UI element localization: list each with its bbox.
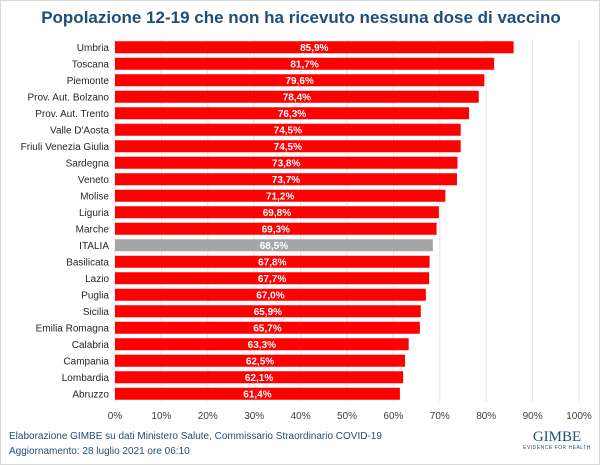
- logo-name: GIMBE: [532, 429, 582, 445]
- bar: [115, 90, 479, 103]
- x-tick-label: 100%: [566, 411, 592, 422]
- gimbe-logo: GIMBE EVIDENCE FOR HEALTH: [521, 429, 593, 452]
- data-label: 67,0%: [256, 290, 284, 301]
- bar: [115, 354, 405, 367]
- update-note: Aggiornamento: 28 luglio 2021 ore 06:10: [9, 446, 190, 457]
- bar: [115, 222, 437, 235]
- category-label: Sardegna: [66, 158, 110, 169]
- data-label: 79,6%: [285, 76, 313, 87]
- x-tick-label: 30%: [244, 411, 264, 422]
- data-label: 65,7%: [253, 323, 281, 334]
- bar: [115, 371, 404, 384]
- data-label: 67,8%: [258, 257, 286, 268]
- data-label: 69,3%: [262, 224, 290, 235]
- data-label: 62,5%: [246, 356, 274, 367]
- bar: [115, 57, 495, 70]
- data-label: 74,5%: [274, 125, 302, 136]
- category-label: Friuli Venezia Giulia: [21, 142, 110, 153]
- x-tick-label: 90%: [523, 411, 543, 422]
- category-label: Puglia: [81, 290, 109, 301]
- bar: [115, 255, 430, 268]
- category-label: Umbria: [77, 43, 110, 54]
- bar: [115, 272, 430, 285]
- category-label: Calabria: [72, 340, 110, 351]
- bar: [115, 338, 409, 351]
- bar-chart: 0% 10% 20% 30% 40% 50% 60% 70% 80% 90% 100% Umbria 8…: [21, 39, 592, 422]
- bar: [115, 387, 400, 400]
- x-tick-label: 50%: [337, 411, 357, 422]
- category-label: Emilia Romagna: [36, 323, 110, 334]
- bar: [115, 239, 433, 252]
- data-label: 71,2%: [266, 191, 294, 202]
- data-label: 85,9%: [300, 43, 328, 54]
- data-label: 63,3%: [248, 340, 276, 351]
- bar: [115, 140, 461, 153]
- category-label: Piemonte: [67, 76, 110, 87]
- data-label: 62,1%: [245, 373, 273, 384]
- x-tick-label: 10%: [151, 411, 171, 422]
- bar: [115, 74, 485, 87]
- category-label: Marche: [76, 224, 110, 235]
- x-tick-label: 80%: [476, 411, 496, 422]
- data-label: 69,8%: [263, 208, 291, 219]
- logo-tagline: EVIDENCE FOR HEALTH: [523, 445, 591, 451]
- category-label: Abruzzo: [72, 389, 109, 400]
- bar: [115, 156, 458, 169]
- bar: [115, 173, 457, 186]
- data-label: 81,7%: [290, 59, 318, 70]
- category-label: Valle D'Aosta: [50, 125, 109, 136]
- category-label: Sicilia: [83, 307, 110, 318]
- category-label: Molise: [80, 191, 109, 202]
- bar: [115, 321, 420, 334]
- category-label: Prov. Aut. Trento: [35, 109, 109, 120]
- data-label: 78,4%: [283, 92, 311, 103]
- data-label: 68,5%: [260, 241, 288, 252]
- x-tick-label: 0%: [108, 411, 123, 422]
- data-label: 73,7%: [272, 175, 300, 186]
- category-label: Toscana: [72, 59, 110, 70]
- bar: [115, 123, 461, 136]
- x-tick-label: 40%: [291, 411, 311, 422]
- data-label: 61,4%: [243, 389, 271, 400]
- data-label: 74,5%: [274, 142, 302, 153]
- chart-title: Popolazione 12-19 che non ha ricevuto ne…: [41, 8, 561, 27]
- category-label: Lombardia: [62, 373, 110, 384]
- category-label: Veneto: [78, 175, 110, 186]
- category-label: Lazio: [85, 274, 109, 285]
- data-label: 76,3%: [278, 109, 306, 120]
- bar: [115, 189, 446, 202]
- category-label: Basilicata: [66, 257, 109, 268]
- bar: [115, 107, 470, 120]
- category-label: ITALIA: [79, 241, 109, 252]
- x-tick-label: 20%: [198, 411, 218, 422]
- bar: [115, 206, 439, 219]
- category-label: Prov. Aut. Bolzano: [27, 92, 109, 103]
- bar: [115, 305, 421, 318]
- source-note: Elaborazione GIMBE su dati Ministero Sal…: [9, 431, 382, 442]
- x-tick-label: 60%: [383, 411, 403, 422]
- data-label: 65,9%: [254, 307, 282, 318]
- x-tick-label: 70%: [430, 411, 450, 422]
- category-label: Campania: [63, 356, 109, 367]
- data-label: 73,8%: [272, 158, 300, 169]
- category-label: Liguria: [79, 208, 109, 219]
- bar: [115, 288, 426, 301]
- bar: [115, 41, 514, 54]
- data-label: 67,7%: [258, 274, 286, 285]
